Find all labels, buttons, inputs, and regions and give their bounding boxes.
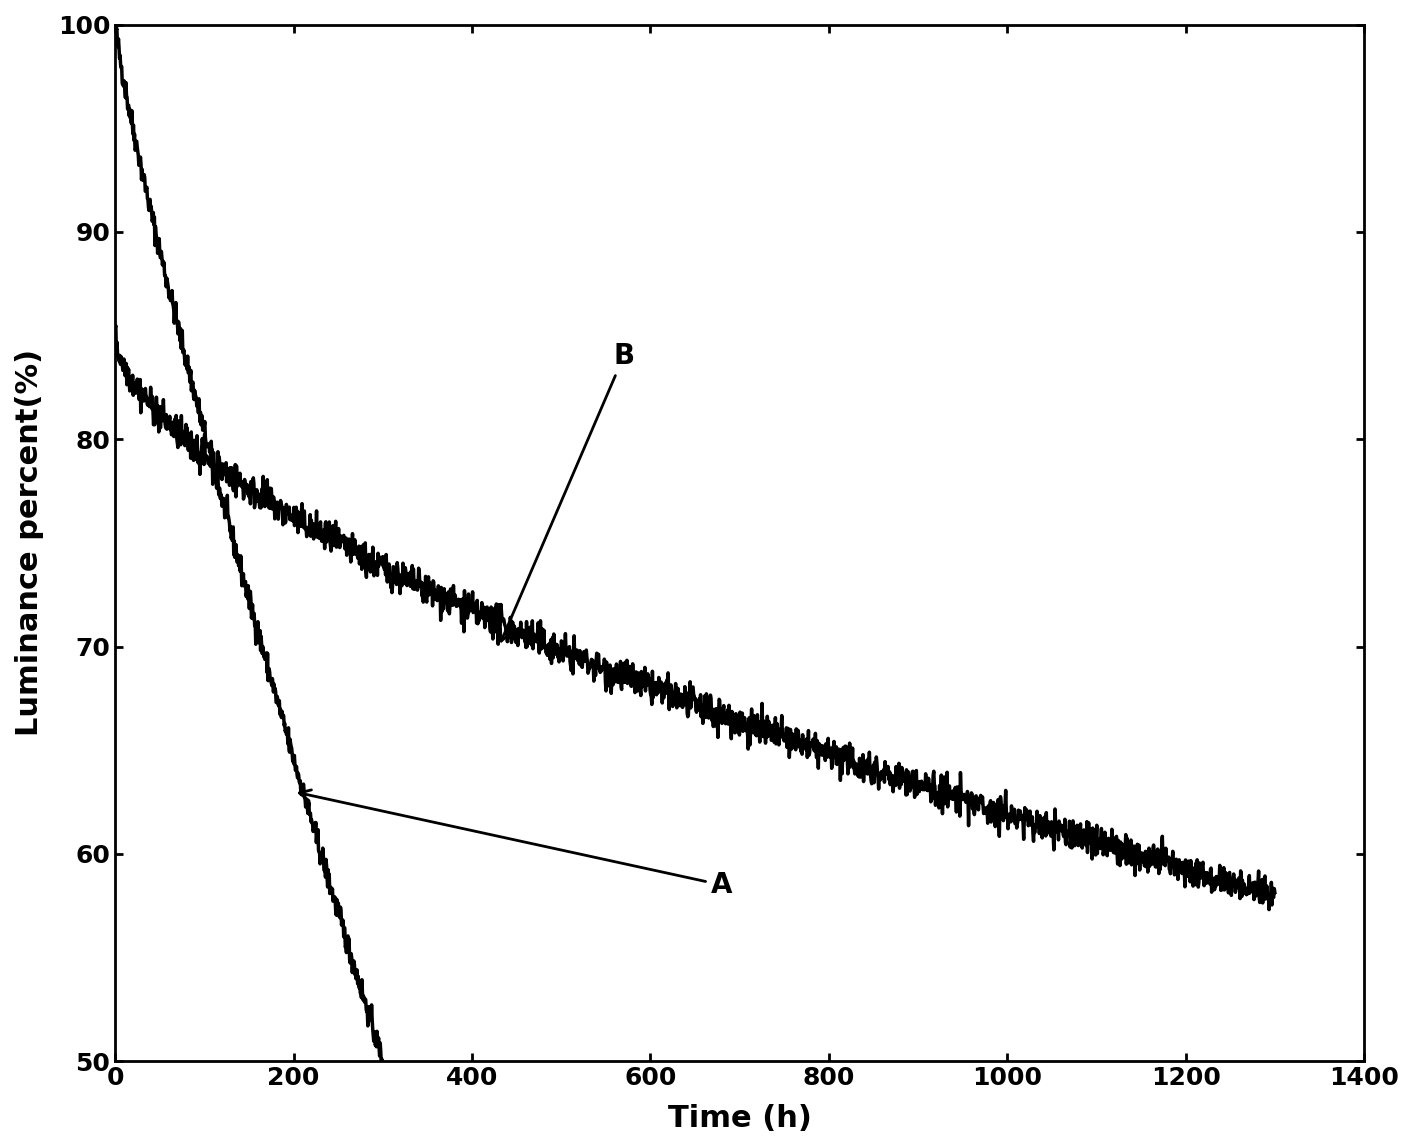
X-axis label: Time (h): Time (h) [667, 1104, 812, 1133]
Text: B: B [501, 342, 635, 641]
Y-axis label: Luminance percent(%): Luminance percent(%) [16, 349, 44, 736]
Text: A: A [300, 790, 732, 899]
